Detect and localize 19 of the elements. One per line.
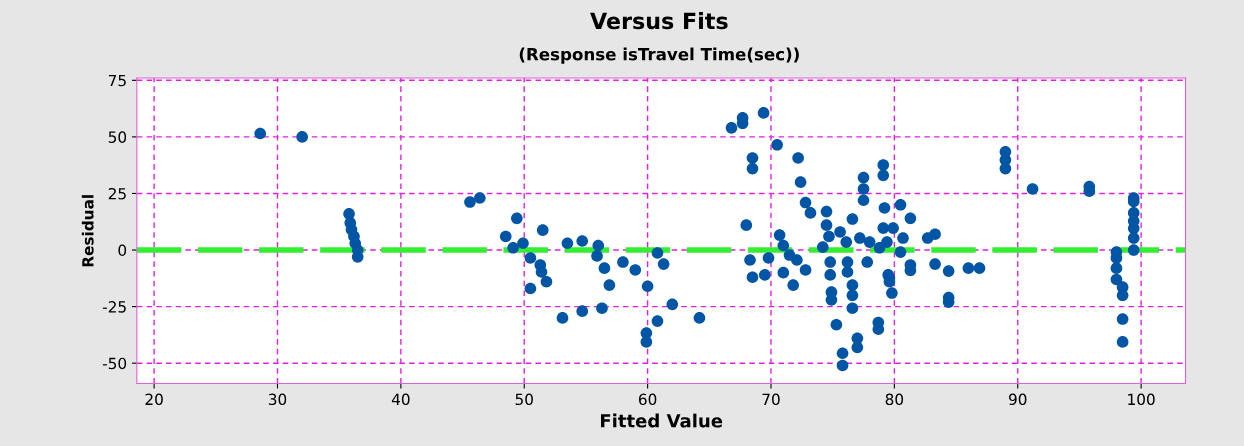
y-tick-label: 50 xyxy=(108,131,127,143)
y-tick-label: 25 xyxy=(108,187,126,200)
x-tick-label: 40 xyxy=(391,393,410,406)
x-axis-title: Fitted Value xyxy=(601,413,723,428)
x-tick-label: 80 xyxy=(885,393,904,406)
x-tick-label: 60 xyxy=(638,393,657,406)
y-axis-title: Residual xyxy=(81,195,94,267)
x-tick-label: 30 xyxy=(268,393,287,406)
y-tick-label: 75 xyxy=(108,74,126,87)
y-tick-label: -25 xyxy=(102,301,126,313)
x-tick-label: 70 xyxy=(762,393,780,406)
x-tick-label: 50 xyxy=(515,393,533,406)
chart-title: Versus Fits xyxy=(590,12,728,30)
y-tick-label: -50 xyxy=(102,357,127,370)
x-tick-label: 20 xyxy=(145,393,163,406)
x-tick-label: 90 xyxy=(1008,393,1027,406)
x-tick-label: 100 xyxy=(1128,393,1155,406)
chart-subtitle: (Response isTravel Time(sec)) xyxy=(519,47,799,64)
y-tick-label: 0 xyxy=(118,244,127,257)
